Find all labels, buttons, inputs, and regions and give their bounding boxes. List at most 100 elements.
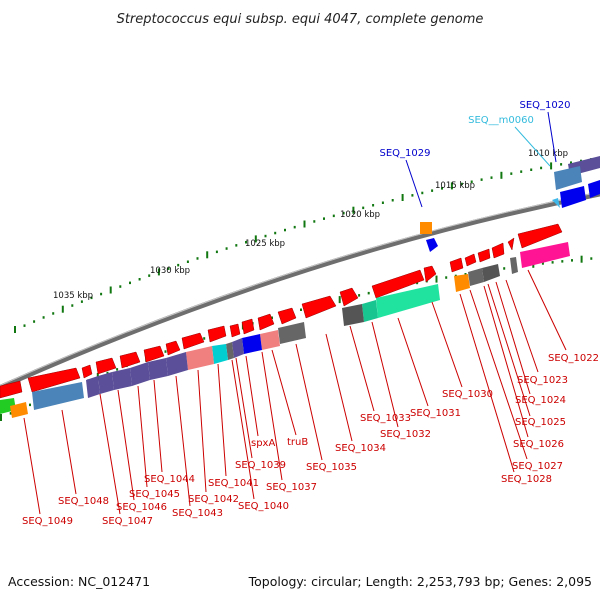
cds-seq-1047-small [86, 376, 100, 398]
cds-seq-1033 [339, 287, 359, 307]
minor-tick [245, 241, 247, 244]
minor-tick [235, 244, 238, 247]
cds-seq-1027-grey [468, 268, 484, 286]
feature-seq-1029-blue [426, 238, 438, 252]
minor-tick [42, 316, 45, 319]
cds-seq-1043-slate [166, 352, 188, 376]
gene-label: SEQ_1048 [58, 496, 109, 507]
gene-label: SEQ_1035 [306, 462, 357, 473]
feature-right-blue [588, 180, 600, 198]
minor-tick [293, 225, 296, 229]
tick-label-1010: 1010 kbp [528, 149, 568, 159]
minor-tick [470, 180, 473, 183]
cds-seq-1025 [477, 248, 491, 263]
minor-tick [571, 259, 573, 262]
minor-tick [116, 368, 119, 371]
minor-tick [138, 278, 141, 281]
cds-seq-1048-steel [32, 382, 84, 410]
leader-line [261, 351, 283, 481]
leader-line [153, 379, 163, 473]
leader-line [271, 349, 297, 436]
cds-seq-1028-orange [454, 274, 470, 292]
gene-label: SEQ_1047 [102, 516, 153, 527]
minor-tick [431, 189, 434, 192]
tick-label-1025: 1025 kbp [245, 239, 285, 249]
gene-label: SEQ_1027 [512, 461, 563, 472]
minor-tick [106, 371, 109, 375]
major-tick [109, 286, 112, 294]
leader-line [235, 357, 253, 459]
leader-line [23, 417, 41, 515]
cds-spxA [229, 323, 241, 338]
leader-line [137, 385, 148, 488]
leader-line [397, 317, 429, 407]
kbp-tick-labels: 1010 kbp 1015 kbp 1020 kbp 1025 kbp 1030… [53, 149, 568, 301]
cds-seq-1049 [0, 380, 23, 399]
leader-line [175, 375, 191, 507]
gene-label: SEQ_1046 [116, 502, 167, 513]
major-tick [550, 162, 553, 170]
cds-seq-1042 [181, 332, 205, 350]
minor-tick [590, 257, 593, 260]
leader-line [431, 301, 463, 388]
leader-line [197, 369, 207, 493]
cds-seq-1026-grey [482, 264, 500, 282]
minor-tick [391, 199, 394, 202]
cds-seq-1028-grey [510, 257, 518, 274]
gene-label: SEQ_1028 [501, 474, 552, 485]
leader-line [483, 285, 529, 438]
cds-seq-1031 [371, 269, 425, 299]
gene-label: SEQ_1037 [266, 482, 317, 493]
minor-tick [570, 161, 572, 164]
cds-seq-1047 [81, 364, 93, 379]
major-tick [450, 182, 453, 190]
tick-label-1015: 1015 kbp [435, 181, 475, 191]
minor-tick [167, 267, 170, 270]
leader-line [349, 325, 375, 412]
forward-cds-track [0, 223, 563, 399]
cds-seq-1035-grey [278, 322, 306, 344]
minor-tick [164, 350, 167, 353]
gene-labels: SEQ_1020 SEQ__m0060 SEQ_1029 SEQ_1022 SEQ_10… [22, 100, 599, 527]
minor-tick [196, 257, 199, 260]
gene-label: SEQ_1030 [442, 389, 493, 400]
gene-label: SEQ_1025 [515, 417, 566, 428]
gene-label: spxA [251, 438, 275, 449]
major-tick [206, 251, 209, 259]
major-tick [0, 414, 2, 421]
cds-seq-1039 [241, 318, 255, 335]
minor-tick [9, 412, 12, 415]
cds-seq-1023 [507, 237, 515, 251]
gene-label: SEQ_1024 [515, 395, 566, 406]
cds-seq-1030 [423, 265, 437, 283]
minor-tick [90, 296, 93, 300]
minor-tick [421, 191, 424, 195]
minor-tick [100, 292, 103, 296]
accession-label: Accession: NC_012471 [8, 574, 150, 589]
gene-label: truB [287, 437, 308, 448]
cds-seq-1035 [277, 307, 297, 325]
major-tick [435, 275, 438, 283]
major-tick [401, 194, 404, 201]
leader-line [495, 281, 531, 395]
leader-line [371, 321, 399, 428]
minor-tick [362, 206, 365, 210]
gene-label: SEQ_1020 [520, 100, 571, 111]
minor-tick [372, 204, 375, 207]
cds-seq-1022 [517, 223, 563, 249]
minor-tick [530, 168, 533, 171]
leader-line [405, 159, 423, 208]
gene-label: SEQ_1023 [517, 375, 568, 386]
major-tick [14, 326, 16, 333]
minor-tick [445, 276, 448, 279]
minor-tick [313, 220, 316, 223]
cds-seq-1043 [165, 340, 181, 356]
cds-seq-1041 [207, 325, 227, 343]
cds-seq-1048 [27, 367, 81, 393]
tick-label-1030: 1030 kbp [150, 266, 190, 276]
cds-seq-1024 [491, 242, 505, 259]
minor-tick [323, 217, 325, 220]
tick-label-1020: 1020 kbp [340, 210, 380, 220]
minor-tick [490, 176, 493, 179]
minor-tick [215, 250, 218, 254]
